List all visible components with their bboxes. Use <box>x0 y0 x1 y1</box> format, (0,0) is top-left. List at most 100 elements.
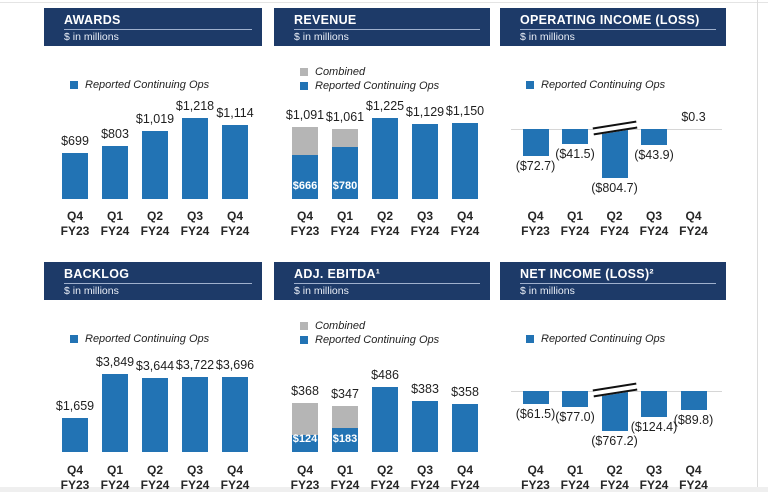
x-axis-label-quarter: Q4 <box>527 209 544 223</box>
chart-header: NET INCOME (LOSS)² $ in millions <box>500 262 726 300</box>
chart-title-underline <box>64 283 252 284</box>
x-axis-label-quarter: Q2 <box>146 463 163 477</box>
x-axis-label: Q4 FY23 <box>282 463 328 492</box>
x-axis-label-fiscal-year: FY24 <box>639 224 669 238</box>
legend-item: Reported Continuing Ops <box>70 333 258 345</box>
legend-item: Combined <box>300 320 486 332</box>
x-axis-label: Q4 FY24 <box>212 209 258 239</box>
legend-color-swatch <box>70 81 78 89</box>
x-axis-label: Q1 FY24 <box>552 463 598 492</box>
x-axis-label-quarter: Q4 <box>296 463 313 477</box>
x-axis-label: Q4 FY23 <box>52 209 98 239</box>
bar-negative <box>641 129 667 146</box>
legend-color-swatch <box>300 322 308 330</box>
x-axis-label-quarter: Q1 <box>106 209 123 223</box>
x-axis-label-quarter: Q2 <box>376 209 393 223</box>
bar-value-label: ($61.5) <box>515 407 556 422</box>
x-axis-label-quarter: Q4 <box>456 209 473 223</box>
x-axis-label: Q1 FY24 <box>322 463 368 492</box>
legend-item: Reported Continuing Ops <box>526 79 722 91</box>
bar-value-label: $1,114 <box>216 105 254 120</box>
chart-header: AWARDS $ in millions <box>44 8 262 46</box>
x-axis-label: Q2 FY24 <box>362 463 408 492</box>
bar <box>222 377 248 452</box>
bar-segment-reported <box>292 154 318 199</box>
x-axis-label-fiscal-year: FY24 <box>410 224 440 238</box>
x-axis-label: Q3 FY24 <box>172 463 218 492</box>
x-axis-label-quarter: Q2 <box>146 209 163 223</box>
x-axis-label: Q4 FY23 <box>282 209 328 239</box>
bar-inner-value-label: $183 <box>332 433 358 445</box>
bar-segment-combined <box>292 402 318 436</box>
x-axis-label-quarter: Q4 <box>685 463 702 477</box>
legend-item: Reported Continuing Ops <box>70 79 258 91</box>
x-axis-label-fiscal-year: FY24 <box>180 224 210 238</box>
legend-color-swatch <box>300 336 308 344</box>
bar-value-label: ($89.8) <box>673 413 714 428</box>
bar-total-label: $1,150 <box>445 103 485 118</box>
chart-header: OPERATING INCOME (LOSS) $ in millions <box>500 8 726 46</box>
bar-value-label: ($767.2) <box>591 434 638 448</box>
bar-value-label: $3,722 <box>175 357 215 372</box>
bar-inner-value-label: $124 <box>292 433 318 445</box>
chart-title-underline <box>294 29 480 30</box>
chart-title: ADJ. EBITDA¹ <box>294 267 381 281</box>
bar-segment-reported <box>412 400 438 452</box>
legend-color-swatch <box>70 335 78 343</box>
bar-negative <box>641 391 667 418</box>
bar-value-label: ($43.9) <box>634 148 674 163</box>
legend-label: Reported Continuing Ops <box>315 334 440 346</box>
bar <box>102 374 128 452</box>
bar-total-label: $368 <box>291 383 319 398</box>
x-axis-label: Q4 FY24 <box>671 463 717 492</box>
chart-title: OPERATING INCOME (LOSS) <box>520 13 700 27</box>
x-axis-label-quarter: Q3 <box>645 209 662 223</box>
bar-segment-reported <box>452 404 478 452</box>
x-axis-label-quarter: Q2 <box>376 463 393 477</box>
bar-segment-reported <box>412 124 438 199</box>
chart-subtitle: $ in millions <box>520 31 575 43</box>
bar-negative <box>601 391 628 431</box>
x-axis-label: Q4 FY23 <box>513 209 559 239</box>
x-axis-label-quarter: Q4 <box>66 209 83 223</box>
x-axis-label: Q2 FY24 <box>132 209 178 239</box>
x-axis-label-fiscal-year: FY24 <box>140 224 170 238</box>
x-axis-label: Q4 FY24 <box>442 209 488 239</box>
x-axis-label-fiscal-year: FY23 <box>290 478 320 492</box>
x-axis-label-quarter: Q2 <box>606 463 623 477</box>
legend-item: Reported Continuing Ops <box>300 80 486 92</box>
bar <box>182 118 208 199</box>
bar-total-label: $1,129 <box>405 105 445 120</box>
x-axis-label: Q1 FY24 <box>92 209 138 239</box>
bar-total-label: $1,091 <box>285 107 325 122</box>
x-axis-label-quarter: Q3 <box>416 209 433 223</box>
bar-value-label: $1,659 <box>55 399 95 414</box>
chart-subtitle: $ in millions <box>294 31 349 43</box>
bar-total-label: $1,225 <box>365 99 405 113</box>
x-axis-label-quarter: Q3 <box>186 209 203 223</box>
bar-total-label: $383 <box>411 381 439 396</box>
chart-title-underline <box>520 29 716 30</box>
x-axis-label-fiscal-year: FY24 <box>220 224 250 238</box>
bar-value-label: $1,218 <box>175 99 215 113</box>
x-axis-label-fiscal-year: FY23 <box>60 478 90 492</box>
x-axis-label-fiscal-year: FY23 <box>521 478 550 492</box>
x-axis-label-fiscal-year: FY24 <box>410 478 440 492</box>
legend-item: Combined <box>300 66 486 78</box>
panel-backlog: BACKLOG $ in millions Reported Continuing … <box>44 262 262 492</box>
bar <box>62 418 88 452</box>
x-axis-label-fiscal-year: FY24 <box>639 478 669 492</box>
chart-title: NET INCOME (LOSS)² <box>520 267 654 281</box>
x-axis-label-fiscal-year: FY24 <box>679 478 708 492</box>
bar-inner-value-label: $780 <box>332 180 358 192</box>
x-axis-label: Q4 FY23 <box>52 463 98 492</box>
x-axis-label-fiscal-year: FY24 <box>100 478 130 492</box>
bar-value-label: $1,019 <box>135 112 175 127</box>
legend-color-swatch <box>300 82 308 90</box>
bar-negative <box>562 391 588 408</box>
bar-negative <box>562 129 588 145</box>
legend-item: Reported Continuing Ops <box>526 333 722 345</box>
x-axis-label: Q2 FY24 <box>362 209 408 239</box>
bar-negative <box>522 129 549 156</box>
chart-header: BACKLOG $ in millions <box>44 262 262 300</box>
